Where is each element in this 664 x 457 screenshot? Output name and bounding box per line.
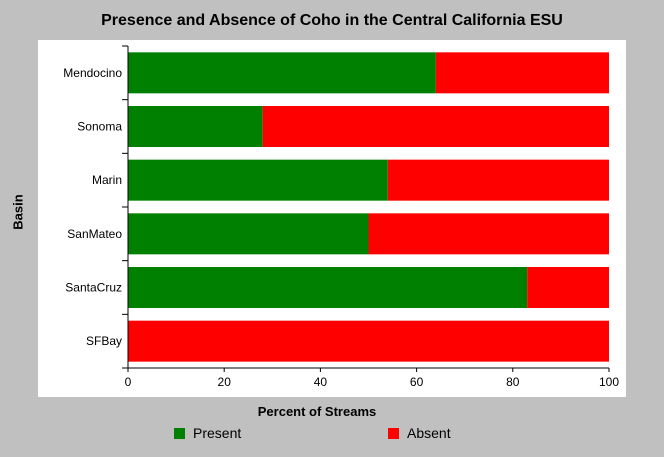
x-axis-label: Percent of Streams xyxy=(257,404,377,419)
bar-absent-sonoma xyxy=(262,106,609,147)
x-tick-label: 60 xyxy=(410,375,424,389)
bar-present-sonoma xyxy=(128,106,263,147)
legend-label-absent: Absent xyxy=(407,425,451,441)
bar-absent-mendocino xyxy=(435,52,609,94)
x-tick-label: 100 xyxy=(599,375,619,389)
x-tick-label: 0 xyxy=(125,375,132,389)
x-tick-label: 40 xyxy=(314,375,328,389)
bar-present-santacruz xyxy=(128,267,528,308)
y-tick-label: SanMateo xyxy=(67,227,122,241)
bar-present-sanmateo xyxy=(128,213,369,255)
bar-present-mendocino xyxy=(128,52,436,94)
y-axis-label: Basin xyxy=(10,194,26,230)
y-tick-label: SFBay xyxy=(86,334,122,348)
bar-absent-sanmateo xyxy=(368,213,609,255)
bar-present-marin xyxy=(128,159,388,201)
legend-swatch-absent xyxy=(388,427,399,439)
legend-swatch-present xyxy=(174,427,185,439)
chart-title: Presence and Absence of Coho in the Cent… xyxy=(101,12,563,29)
legend-label-present: Present xyxy=(193,425,242,441)
x-tick-label: 20 xyxy=(218,375,232,389)
y-tick-label: Sonoma xyxy=(77,120,122,134)
bar-absent-marin xyxy=(387,159,609,201)
bar-absent-sfbay xyxy=(128,320,609,362)
legend-item-absent: Absent xyxy=(388,424,451,442)
y-tick-label: SantaCruz xyxy=(65,281,122,295)
y-tick-label: Mendocino xyxy=(63,66,122,80)
x-tick-label: 80 xyxy=(506,375,520,389)
y-tick-label: Marin xyxy=(92,173,122,187)
legend-item-present: Present xyxy=(174,424,241,442)
bar-absent-santacruz xyxy=(527,267,609,308)
